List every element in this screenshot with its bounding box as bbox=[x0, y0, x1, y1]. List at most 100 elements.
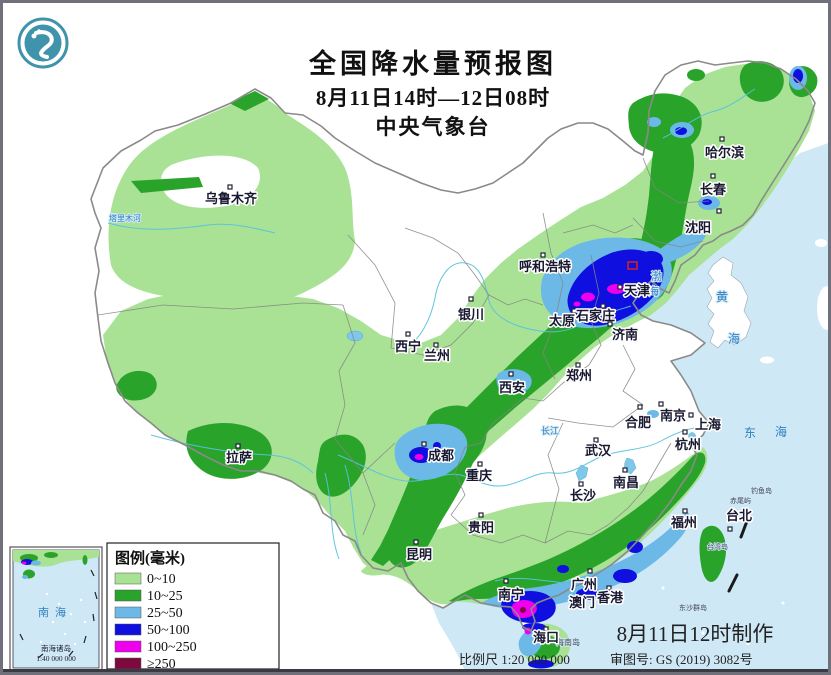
map-period: 8月11日14时—12日08时 bbox=[316, 86, 550, 110]
inset-islands bbox=[39, 592, 87, 658]
sea-label: 渤 bbox=[651, 270, 662, 283]
city-label: 合肥 bbox=[625, 415, 651, 430]
city-marker bbox=[617, 284, 623, 290]
inset-map: 南海 南海诸岛 1:40 000 000 bbox=[9, 546, 103, 672]
city-marker bbox=[503, 578, 509, 584]
city-label: 澳门 bbox=[569, 595, 595, 610]
city-marker bbox=[719, 136, 725, 142]
city-marker bbox=[578, 481, 584, 487]
legend-swatch bbox=[114, 640, 142, 653]
title-block: 全国降水量预报图 8月11日14时—12日08时 中央气象台 bbox=[308, 48, 557, 139]
city-label: 沈阳 bbox=[685, 220, 711, 235]
city-label: 西安 bbox=[499, 380, 525, 395]
island-label: 海南岛 bbox=[556, 637, 580, 647]
inset-scale: 1:40 000 000 bbox=[36, 654, 76, 663]
city-label: 太原 bbox=[548, 313, 575, 328]
city-marker bbox=[433, 342, 439, 348]
map-agency: 中央气象台 bbox=[376, 115, 491, 139]
precip-magenta-layer bbox=[414, 284, 625, 635]
legend-label: ≥250 bbox=[147, 657, 176, 672]
legend-label: 100~250 bbox=[147, 640, 197, 655]
city-label: 哈尔滨 bbox=[705, 145, 744, 160]
city-marker bbox=[637, 404, 643, 410]
city-label: 郑州 bbox=[566, 368, 592, 383]
scale-label: 比例尺 1:20 000 000 bbox=[459, 652, 570, 667]
city-label: 重庆 bbox=[466, 468, 492, 483]
city-label: 石家庄 bbox=[575, 308, 615, 323]
city-marker bbox=[587, 568, 593, 574]
korea-peninsula bbox=[661, 239, 828, 645]
city-marker bbox=[716, 208, 722, 214]
sea-label: 黄 bbox=[716, 290, 728, 304]
city-label: 天津 bbox=[624, 283, 650, 298]
city-label: 南昌 bbox=[613, 475, 639, 490]
city-label: 南京 bbox=[660, 408, 686, 423]
city-label: 呼和浩特 bbox=[519, 259, 571, 274]
city-marker bbox=[227, 184, 233, 190]
approval-label: 审图号: GS (2019) 3082号 bbox=[610, 652, 753, 667]
city-marker bbox=[413, 539, 419, 545]
sea-label: 海 bbox=[775, 424, 787, 439]
city-marker bbox=[593, 437, 599, 443]
city-marker bbox=[571, 308, 577, 314]
city-label: 长沙 bbox=[570, 488, 596, 503]
legend-swatch bbox=[114, 589, 142, 602]
map-title: 全国降水量预报图 bbox=[308, 48, 557, 79]
city-label: 济南 bbox=[612, 327, 638, 342]
logo-swirl bbox=[34, 30, 54, 59]
legend-swatch bbox=[114, 623, 142, 636]
island-label: 赤尾屿 bbox=[730, 496, 751, 505]
city-marker bbox=[658, 401, 664, 407]
city-marker bbox=[578, 594, 584, 600]
city-marker bbox=[727, 526, 733, 532]
legend-label: 0~10 bbox=[147, 572, 176, 587]
city-label: 西宁 bbox=[395, 339, 421, 354]
rivers bbox=[107, 88, 756, 584]
beijing-marker bbox=[627, 261, 638, 270]
cma-logo bbox=[17, 17, 69, 69]
legend-box: 图例(毫米) 0~10 10~25 25~50 50~100 100~250 ≥250 bbox=[106, 542, 280, 672]
city-label: 乌鲁木齐 bbox=[205, 191, 258, 206]
sea-label: 长江 bbox=[541, 425, 559, 436]
city-label: 昆明 bbox=[406, 547, 432, 562]
bottom-frame-band bbox=[3, 669, 828, 672]
legend-title: 图例(毫米) bbox=[115, 549, 185, 567]
city-label: 香港 bbox=[596, 590, 624, 605]
city-label: 福州 bbox=[670, 515, 697, 530]
city-marker bbox=[575, 362, 581, 368]
inset-islands-label: 南海诸岛 bbox=[41, 643, 71, 653]
city-marker bbox=[421, 441, 427, 447]
city-marker bbox=[710, 173, 716, 179]
city-label: 武汉 bbox=[585, 443, 612, 458]
city-label: 长春 bbox=[700, 182, 727, 197]
city-marker bbox=[607, 321, 613, 327]
city-marker bbox=[508, 371, 514, 377]
city-label: 台北 bbox=[726, 508, 752, 523]
city-marker bbox=[606, 585, 612, 591]
city-label: 兰州 bbox=[424, 348, 450, 363]
city-label: 上海 bbox=[695, 417, 721, 432]
legend-items: 0~10 10~25 25~50 50~100 100~250 ≥250 bbox=[114, 572, 197, 672]
city-marker bbox=[543, 626, 549, 632]
national-border bbox=[90, 60, 816, 632]
city-label: 银川 bbox=[458, 307, 484, 322]
inset-sea-name: 南海 bbox=[38, 605, 72, 619]
city-marker bbox=[682, 429, 688, 435]
made-time-label: 8月11日12时制作 bbox=[617, 622, 774, 646]
precip-light-green-layer bbox=[103, 63, 815, 669]
legend-swatch bbox=[114, 606, 142, 619]
legend-swatch bbox=[114, 572, 142, 585]
city-marker bbox=[477, 461, 483, 467]
city-marker bbox=[688, 412, 694, 418]
city-marker bbox=[235, 443, 241, 449]
city-label: 广州 bbox=[571, 577, 597, 592]
island-label: 钓鱼岛 bbox=[751, 486, 772, 495]
city-marker bbox=[468, 296, 474, 302]
city-label: 杭州 bbox=[675, 437, 701, 452]
city-label: 南宁 bbox=[498, 587, 524, 602]
sea-label: 东 bbox=[744, 426, 756, 440]
